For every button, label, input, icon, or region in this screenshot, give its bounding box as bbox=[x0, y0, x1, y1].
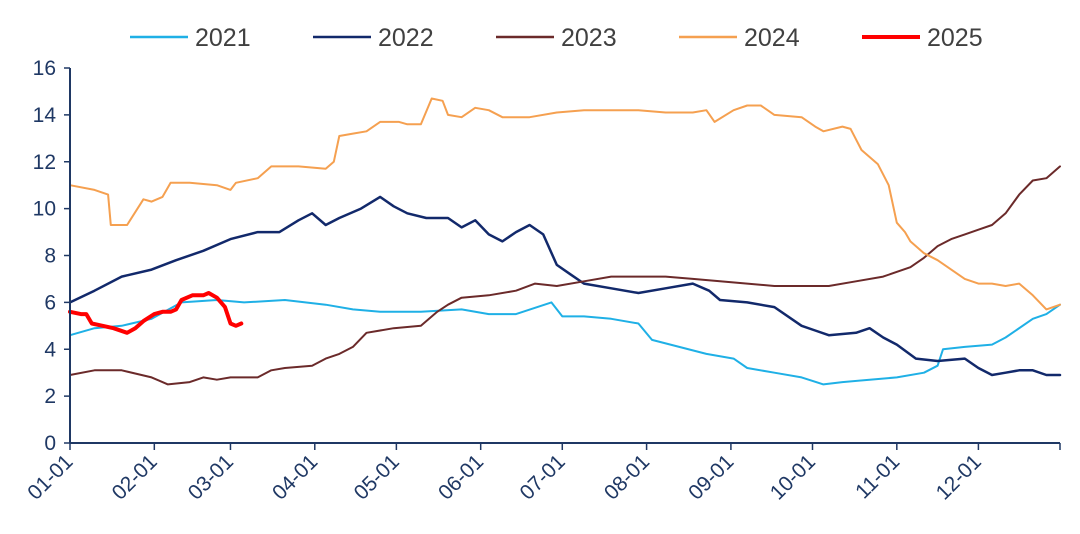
x-tick-label: 05-01 bbox=[350, 450, 404, 504]
legend-label-2023: 2023 bbox=[561, 24, 617, 52]
x-tick-label: 04-01 bbox=[268, 450, 322, 504]
legend-label-2021: 2021 bbox=[195, 24, 251, 52]
y-axis-ticks: 0 2 4 6 8 10 12 14 16 bbox=[33, 57, 70, 455]
legend: 2021 2022 2023 2024 2025 bbox=[130, 24, 983, 52]
x-tick-label: 06-01 bbox=[434, 450, 488, 504]
series-line-2023 bbox=[69, 165, 1061, 386]
y-tick-label: 4 bbox=[44, 338, 56, 361]
x-tick-label: 09-01 bbox=[684, 450, 738, 504]
y-tick-label: 0 bbox=[44, 432, 56, 455]
y-tick-label: 6 bbox=[44, 291, 56, 314]
series-line-2025 bbox=[68, 291, 244, 335]
y-tick-label: 2 bbox=[44, 385, 56, 408]
x-tick-label: 10-01 bbox=[766, 450, 820, 504]
y-tick-label: 16 bbox=[33, 57, 56, 80]
legend-label-2025: 2025 bbox=[927, 24, 983, 52]
y-tick-label: 8 bbox=[44, 245, 56, 268]
series-lines bbox=[68, 97, 1062, 386]
y-tick-label: 14 bbox=[33, 104, 57, 127]
series-line-2024 bbox=[69, 97, 1061, 311]
x-tick-label: 07-01 bbox=[516, 450, 570, 504]
x-tick-label: 03-01 bbox=[184, 450, 238, 504]
x-tick-label: 02-01 bbox=[108, 450, 162, 504]
y-tick-label: 12 bbox=[33, 151, 56, 174]
series-line-2021 bbox=[69, 299, 1061, 386]
legend-label-2024: 2024 bbox=[744, 24, 800, 52]
x-tick-label: 01-01 bbox=[23, 450, 77, 504]
x-tick-label: 08-01 bbox=[600, 450, 654, 504]
x-tick-label: 12-01 bbox=[932, 450, 986, 504]
y-tick-label: 10 bbox=[33, 198, 56, 221]
x-axis-ticks: 01-01 02-01 03-01 04-01 05-01 06-01 07-01 08-01… bbox=[23, 443, 1061, 505]
legend-label-2022: 2022 bbox=[378, 24, 434, 52]
x-tick-label: 11-01 bbox=[851, 450, 904, 503]
series-line-2022 bbox=[68, 195, 1062, 377]
